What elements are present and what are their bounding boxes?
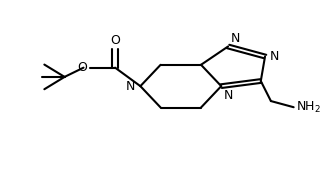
Text: O: O (77, 61, 87, 74)
Text: N: N (224, 89, 233, 102)
Text: N: N (270, 50, 280, 63)
Text: N: N (231, 32, 240, 45)
Text: O: O (110, 34, 120, 47)
Text: NH$_2$: NH$_2$ (296, 100, 321, 115)
Text: N: N (126, 80, 135, 93)
